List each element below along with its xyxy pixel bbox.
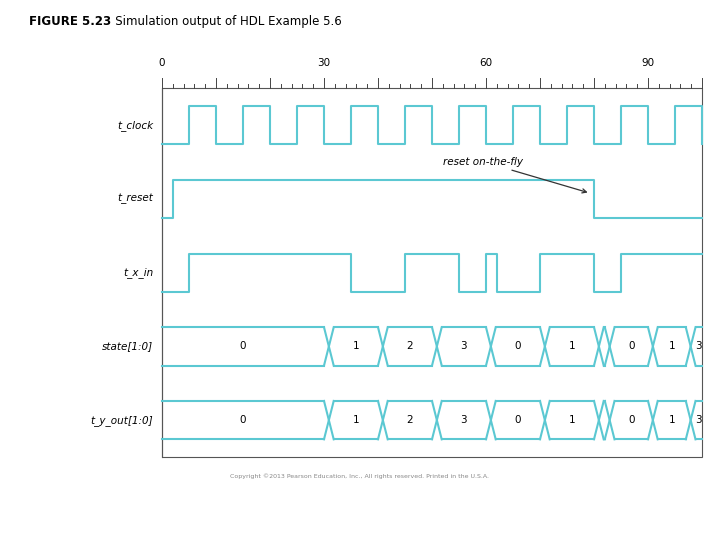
Text: t_x_in: t_x_in (123, 267, 153, 278)
Text: 2: 2 (407, 341, 413, 352)
Text: Simulation output of HDL Example 5.6: Simulation output of HDL Example 5.6 (104, 15, 342, 28)
Text: 0: 0 (515, 341, 521, 352)
Text: 0: 0 (240, 341, 246, 352)
Text: 1: 1 (353, 415, 359, 425)
Text: Copyright ©2013 by Pearson Education, Inc.
All rights reserved.: Copyright ©2013 by Pearson Education, In… (432, 503, 611, 524)
Bar (162, 89, 702, 457)
Text: 3: 3 (696, 341, 702, 352)
Text: 0: 0 (158, 58, 166, 68)
Text: 3: 3 (461, 415, 467, 425)
Text: 1: 1 (353, 341, 359, 352)
Text: 30: 30 (318, 58, 330, 68)
Text: 1: 1 (569, 341, 575, 352)
Text: 0: 0 (240, 415, 246, 425)
Text: 0: 0 (628, 415, 634, 425)
Text: 60: 60 (480, 58, 492, 68)
Text: FIGURE 5.23: FIGURE 5.23 (29, 15, 111, 28)
Text: 90: 90 (642, 58, 654, 68)
Text: reset on-the-fly: reset on-the-fly (443, 157, 586, 193)
Text: 1: 1 (668, 415, 675, 425)
Text: 1: 1 (668, 341, 675, 352)
Text: t_reset: t_reset (117, 194, 153, 204)
Text: 3: 3 (696, 415, 702, 425)
Text: Digital Design: With an Introduction to the Verilog HDL, 5e
M. Morris Mano ■ Mic: Digital Design: With an Introduction to … (119, 503, 342, 524)
Text: t_clock: t_clock (117, 120, 153, 131)
Text: 3: 3 (461, 341, 467, 352)
Text: ALWAYS LEARNING: ALWAYS LEARNING (11, 511, 106, 520)
Text: Copyright ©2013 Pearson Education, Inc., All rights reserved. Printed in the U.S: Copyright ©2013 Pearson Education, Inc.,… (230, 474, 490, 479)
Text: 1: 1 (569, 415, 575, 425)
Text: 0: 0 (628, 341, 634, 352)
Text: PEARSON: PEARSON (659, 505, 720, 526)
Text: t_y_out[1:0]: t_y_out[1:0] (91, 415, 153, 426)
Text: state[1:0]: state[1:0] (102, 341, 153, 352)
Text: 0: 0 (515, 415, 521, 425)
Text: 2: 2 (407, 415, 413, 425)
